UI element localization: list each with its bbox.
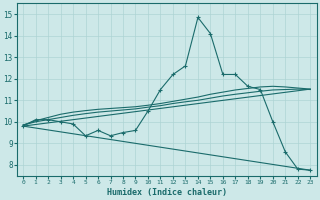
X-axis label: Humidex (Indice chaleur): Humidex (Indice chaleur) <box>107 188 227 197</box>
